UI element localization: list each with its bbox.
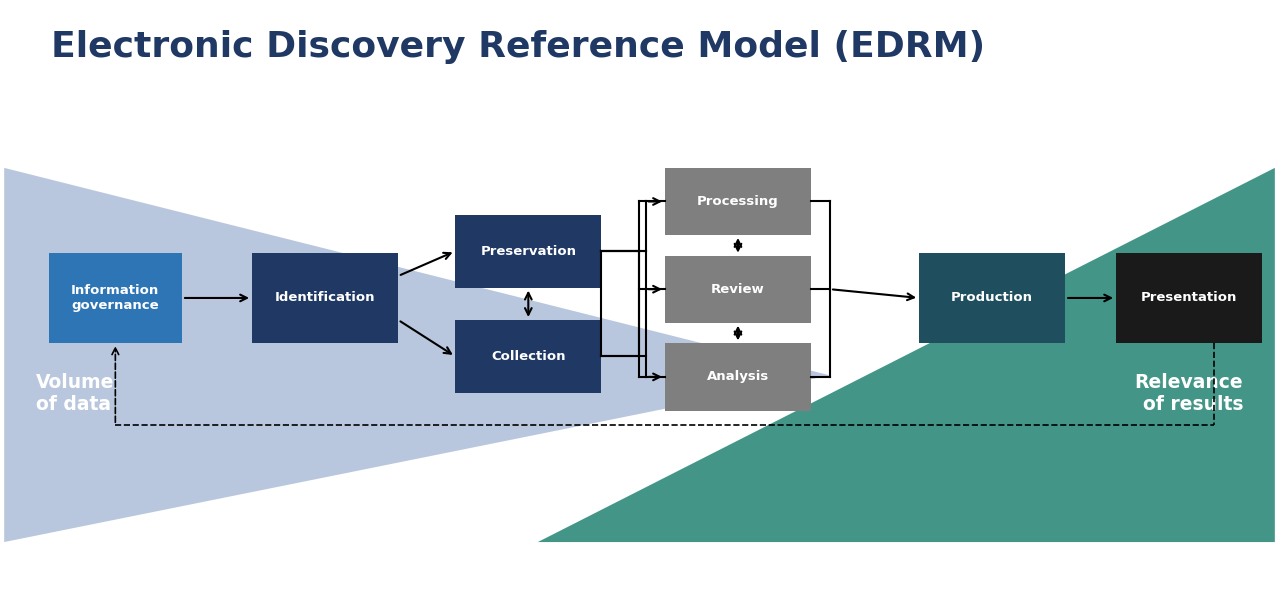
Text: Identification: Identification (275, 292, 375, 304)
Bar (665, 168, 811, 235)
Polygon shape (4, 168, 830, 542)
Bar (665, 256, 811, 323)
Text: Processing: Processing (697, 195, 779, 208)
Text: Review: Review (711, 283, 765, 296)
Text: Analysis: Analysis (707, 371, 769, 384)
Bar (920, 253, 1065, 343)
Polygon shape (538, 168, 1275, 542)
Text: Collection: Collection (491, 350, 565, 363)
Text: Information
governance: Information governance (72, 284, 160, 312)
Text: Preservation: Preservation (481, 245, 577, 258)
Bar (455, 215, 601, 288)
Text: Production: Production (952, 292, 1033, 304)
Text: Electronic Discovery Reference Model (EDRM): Electronic Discovery Reference Model (ED… (51, 30, 985, 63)
Bar (49, 253, 182, 343)
Bar (665, 343, 811, 410)
Bar (1117, 253, 1262, 343)
Bar (455, 320, 601, 393)
Text: Relevance
of results: Relevance of results (1134, 372, 1243, 413)
Bar (252, 253, 398, 343)
Text: Presentation: Presentation (1141, 292, 1237, 304)
Text: Volume
of data: Volume of data (36, 372, 114, 413)
